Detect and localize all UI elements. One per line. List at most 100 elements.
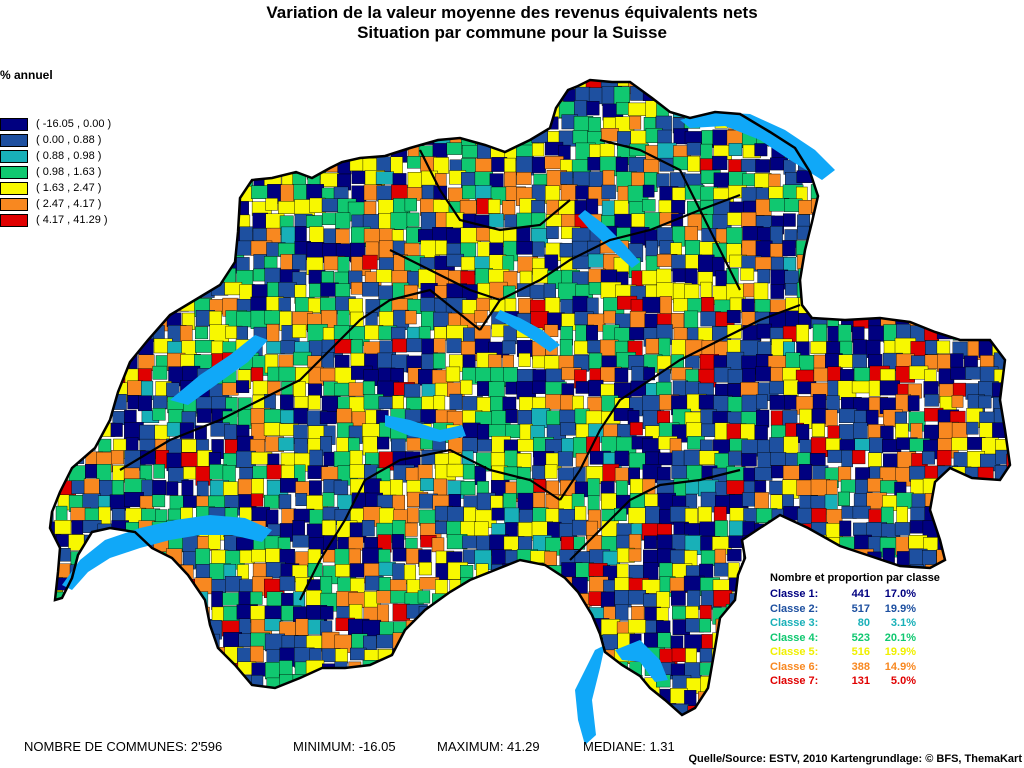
commune-cell xyxy=(84,117,100,137)
commune-cell xyxy=(685,59,699,77)
commune-cell xyxy=(111,80,124,91)
commune-cell xyxy=(195,100,214,114)
commune-cell xyxy=(0,324,17,340)
commune-cell xyxy=(183,214,199,230)
commune-cell xyxy=(97,368,119,389)
commune-cell xyxy=(462,464,476,480)
commune-cell xyxy=(714,86,729,108)
commune-cell xyxy=(474,310,488,323)
commune-cell xyxy=(140,256,155,272)
commune-cell xyxy=(532,688,547,709)
commune-cell xyxy=(489,173,504,188)
commune-cell xyxy=(168,200,186,221)
commune-cell xyxy=(405,310,417,325)
commune-cell xyxy=(784,394,798,410)
commune-cell xyxy=(84,590,99,611)
commune-cell xyxy=(1007,550,1010,570)
commune-cell xyxy=(880,157,898,175)
commune-cell xyxy=(350,705,366,715)
commune-cell xyxy=(377,80,389,93)
commune-cell xyxy=(111,617,124,632)
commune-cell xyxy=(882,285,901,300)
commune-cell xyxy=(826,142,840,164)
commune-cell xyxy=(952,521,965,542)
commune-cell xyxy=(29,551,49,568)
commune-cell xyxy=(741,676,756,691)
commune-cell xyxy=(993,326,1010,344)
commune-cell xyxy=(883,198,899,214)
commune-cell xyxy=(309,59,322,71)
commune-cell xyxy=(98,690,117,709)
commune-cell xyxy=(337,690,358,710)
commune-cell xyxy=(239,226,254,244)
commune-cell xyxy=(603,719,623,737)
commune-cell xyxy=(617,690,630,708)
commune-cell xyxy=(866,271,885,292)
commune-cell xyxy=(292,520,305,537)
commune-cell xyxy=(825,409,838,428)
commune-cell xyxy=(138,649,157,668)
commune-cell xyxy=(155,283,173,299)
commune-cell xyxy=(868,242,888,258)
commune-cell xyxy=(309,144,329,165)
commune-cell xyxy=(194,340,215,353)
commune-cell xyxy=(908,170,925,189)
commune-cell xyxy=(939,215,956,236)
commune-cell xyxy=(15,705,31,725)
commune-cell xyxy=(853,172,872,187)
stat-label: Classe 5: xyxy=(770,646,819,658)
commune-cell xyxy=(29,677,45,692)
commune-cell xyxy=(824,298,840,318)
commune-cell xyxy=(124,705,140,715)
commune-cell xyxy=(786,716,800,728)
commune-cell xyxy=(447,621,467,641)
commune-cell xyxy=(85,284,97,303)
commune-cell xyxy=(982,730,1003,745)
commune-cell xyxy=(462,717,480,737)
commune-cell xyxy=(27,130,45,149)
commune-cell xyxy=(883,101,897,119)
commune-cell xyxy=(476,297,492,311)
commune-cell xyxy=(152,674,166,691)
commune-cell xyxy=(28,605,43,621)
commune-cell xyxy=(278,366,296,382)
commune-cell xyxy=(952,173,965,187)
commune-cell xyxy=(27,717,42,729)
commune-cell xyxy=(156,719,171,739)
commune-cell xyxy=(139,495,155,510)
commune-cell xyxy=(447,115,463,132)
commune-cell xyxy=(293,142,308,160)
commune-cell xyxy=(50,424,63,443)
commune-cell xyxy=(783,436,799,455)
commune-cell xyxy=(460,379,473,395)
commune-cell xyxy=(656,381,672,397)
commune-cell xyxy=(953,116,969,133)
commune-cell xyxy=(978,395,992,409)
commune-cell xyxy=(1009,352,1010,370)
commune-cell xyxy=(881,229,894,244)
commune-cell xyxy=(754,703,773,715)
commune-cell xyxy=(50,495,53,510)
commune-cell xyxy=(127,549,149,569)
commune-cell xyxy=(981,619,1001,636)
commune-cell xyxy=(50,351,60,372)
commune-cell xyxy=(418,59,430,73)
commune-cell xyxy=(26,145,43,165)
commune-cell xyxy=(893,256,906,270)
legend: ( -16.05 , 0.00 ) ( 0.00 , 0.88 ) ( 0.88… xyxy=(0,117,130,229)
commune-cell xyxy=(810,101,826,115)
commune-cell xyxy=(280,114,295,135)
commune-cell xyxy=(810,115,824,133)
commune-cell xyxy=(531,113,548,128)
commune-cell xyxy=(391,703,413,715)
commune-cell xyxy=(96,397,111,412)
commune-cell xyxy=(936,298,950,316)
commune-cell xyxy=(740,267,755,281)
stat-count: 516 xyxy=(851,646,870,658)
commune-cell xyxy=(0,397,13,414)
commune-cell xyxy=(939,257,953,276)
commune-cell xyxy=(754,425,768,442)
commune-cell xyxy=(50,80,57,91)
commune-cell xyxy=(630,299,644,312)
commune-cell xyxy=(138,88,157,106)
